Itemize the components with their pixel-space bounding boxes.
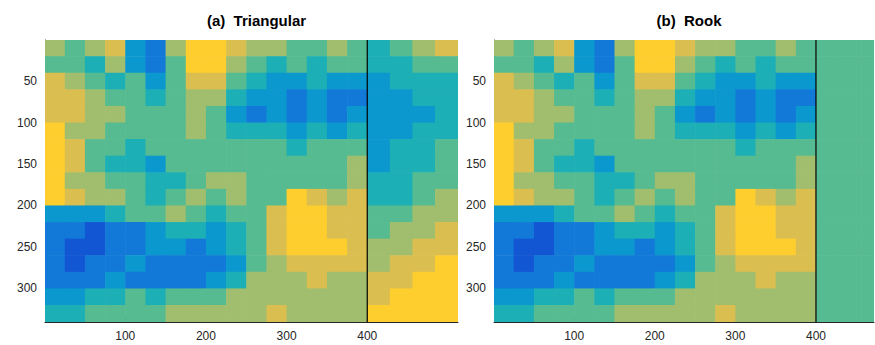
svg-text:300: 300 bbox=[466, 281, 486, 295]
svg-text:200: 200 bbox=[645, 329, 665, 343]
svg-text:100: 100 bbox=[466, 116, 486, 130]
svg-text:400: 400 bbox=[806, 329, 826, 343]
svg-text:300: 300 bbox=[725, 329, 745, 343]
svg-text:300: 300 bbox=[17, 281, 37, 295]
svg-text:250: 250 bbox=[17, 240, 37, 254]
svg-text:50: 50 bbox=[473, 74, 487, 88]
svg-text:100: 100 bbox=[564, 329, 584, 343]
svg-text:400: 400 bbox=[357, 329, 377, 343]
svg-text:250: 250 bbox=[466, 240, 486, 254]
svg-text:200: 200 bbox=[17, 198, 37, 212]
svg-text:100: 100 bbox=[115, 329, 135, 343]
svg-text:200: 200 bbox=[196, 329, 216, 343]
svg-text:50: 50 bbox=[24, 74, 38, 88]
svg-text:200: 200 bbox=[466, 198, 486, 212]
svg-text:300: 300 bbox=[277, 329, 297, 343]
svg-text:(b) Rook: (b) Rook bbox=[657, 12, 723, 29]
svg-text:150: 150 bbox=[466, 157, 486, 171]
svg-text:100: 100 bbox=[17, 116, 37, 130]
svg-text:(a) Triangular: (a) Triangular bbox=[207, 12, 306, 29]
svg-text:150: 150 bbox=[17, 157, 37, 171]
